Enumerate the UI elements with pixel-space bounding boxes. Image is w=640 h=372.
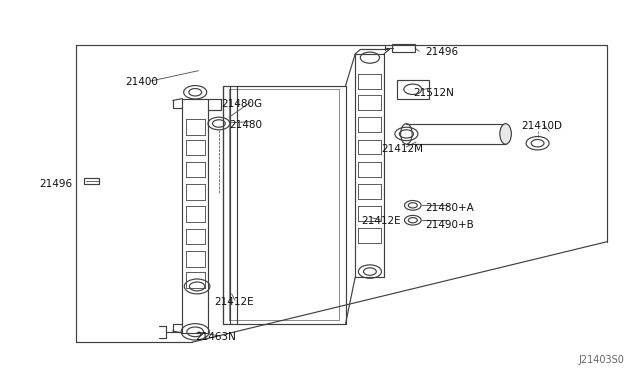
Text: 21480G: 21480G (221, 99, 262, 109)
Text: 21496: 21496 (426, 47, 459, 57)
Text: 21480+A: 21480+A (426, 203, 474, 213)
Text: 21410D: 21410D (522, 122, 563, 131)
Text: 21400: 21400 (125, 77, 157, 87)
Text: 21480: 21480 (229, 120, 262, 129)
Text: 21496: 21496 (40, 179, 73, 189)
Text: 21512N: 21512N (413, 88, 454, 98)
Ellipse shape (500, 124, 511, 144)
Text: 21463N: 21463N (195, 333, 236, 342)
Text: 21412E: 21412E (362, 217, 401, 226)
Text: 21412M: 21412M (381, 144, 423, 154)
Text: 21490+B: 21490+B (426, 220, 474, 230)
Text: J21403S0: J21403S0 (578, 355, 624, 365)
Text: 21412E: 21412E (214, 297, 254, 307)
